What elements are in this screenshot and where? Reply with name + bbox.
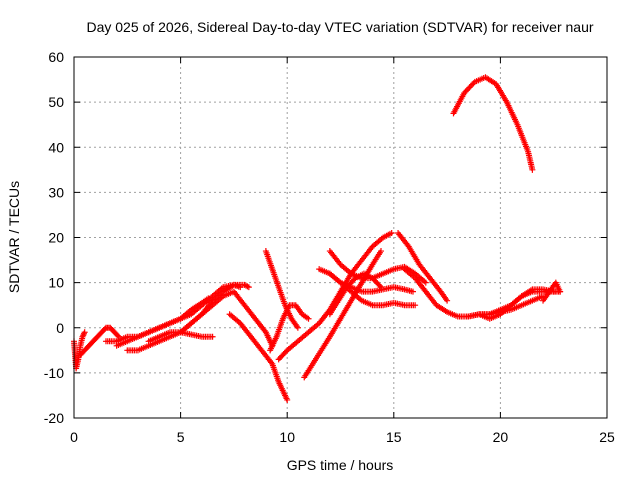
series-track-h xyxy=(226,311,291,403)
x-axis-label: GPS time / hours xyxy=(287,457,394,473)
series-track-n xyxy=(326,270,416,295)
series-track-g xyxy=(177,281,252,336)
series-track-e xyxy=(102,295,212,345)
chart-title: Day 025 of 2026, Sidereal Day-to-day VTE… xyxy=(86,19,593,35)
y-tick-label: -20 xyxy=(44,410,64,426)
data-point xyxy=(378,284,385,291)
data-point xyxy=(294,324,301,331)
y-tick-label: 50 xyxy=(48,94,64,110)
x-tick-label: 25 xyxy=(599,429,615,445)
data-point xyxy=(422,279,429,286)
data-point xyxy=(529,166,536,173)
data-point xyxy=(284,396,291,403)
series-track-j xyxy=(267,302,312,354)
x-tick-label: 20 xyxy=(493,429,509,445)
series-track-k xyxy=(275,229,395,363)
series-track-v xyxy=(450,74,536,173)
series-track-r xyxy=(401,266,547,320)
data-point xyxy=(412,302,419,309)
y-tick-label: 10 xyxy=(48,275,64,291)
data-point xyxy=(305,315,312,322)
series-track-t xyxy=(476,288,557,322)
y-tick-label: 60 xyxy=(48,49,64,65)
data-series xyxy=(71,74,564,403)
y-axis-label: SDTVAR / TECUs xyxy=(6,181,22,293)
data-point xyxy=(209,333,216,340)
y-tick-label: 0 xyxy=(56,320,64,336)
data-point xyxy=(388,229,395,236)
data-point xyxy=(245,284,252,291)
x-tick-label: 10 xyxy=(279,429,295,445)
series-track-p xyxy=(326,270,385,318)
series-track-u xyxy=(540,279,564,304)
y-tick-label: 30 xyxy=(48,184,64,200)
data-point xyxy=(81,329,88,336)
x-tick-label: 5 xyxy=(177,429,185,445)
y-tick-label: 40 xyxy=(48,139,64,155)
data-point xyxy=(557,288,564,295)
data-point xyxy=(409,288,416,295)
series-track-q xyxy=(395,229,451,304)
x-tick-label: 15 xyxy=(386,429,402,445)
axis-ticks: 0 5 10 15 20 25 -20 -10 0 10 20 30 40 50 60 xyxy=(44,49,615,445)
data-point xyxy=(114,332,121,339)
series-track-b xyxy=(77,324,122,358)
series-track-l xyxy=(301,248,385,381)
data-point xyxy=(378,248,385,255)
grid-lines xyxy=(74,57,607,418)
data-point xyxy=(376,282,383,289)
series-track-d xyxy=(124,288,276,354)
y-tick-label: -10 xyxy=(44,365,64,381)
data-point xyxy=(205,295,212,302)
x-tick-label: 0 xyxy=(70,429,78,445)
data-point xyxy=(444,297,451,304)
y-tick-label: 20 xyxy=(48,230,64,246)
